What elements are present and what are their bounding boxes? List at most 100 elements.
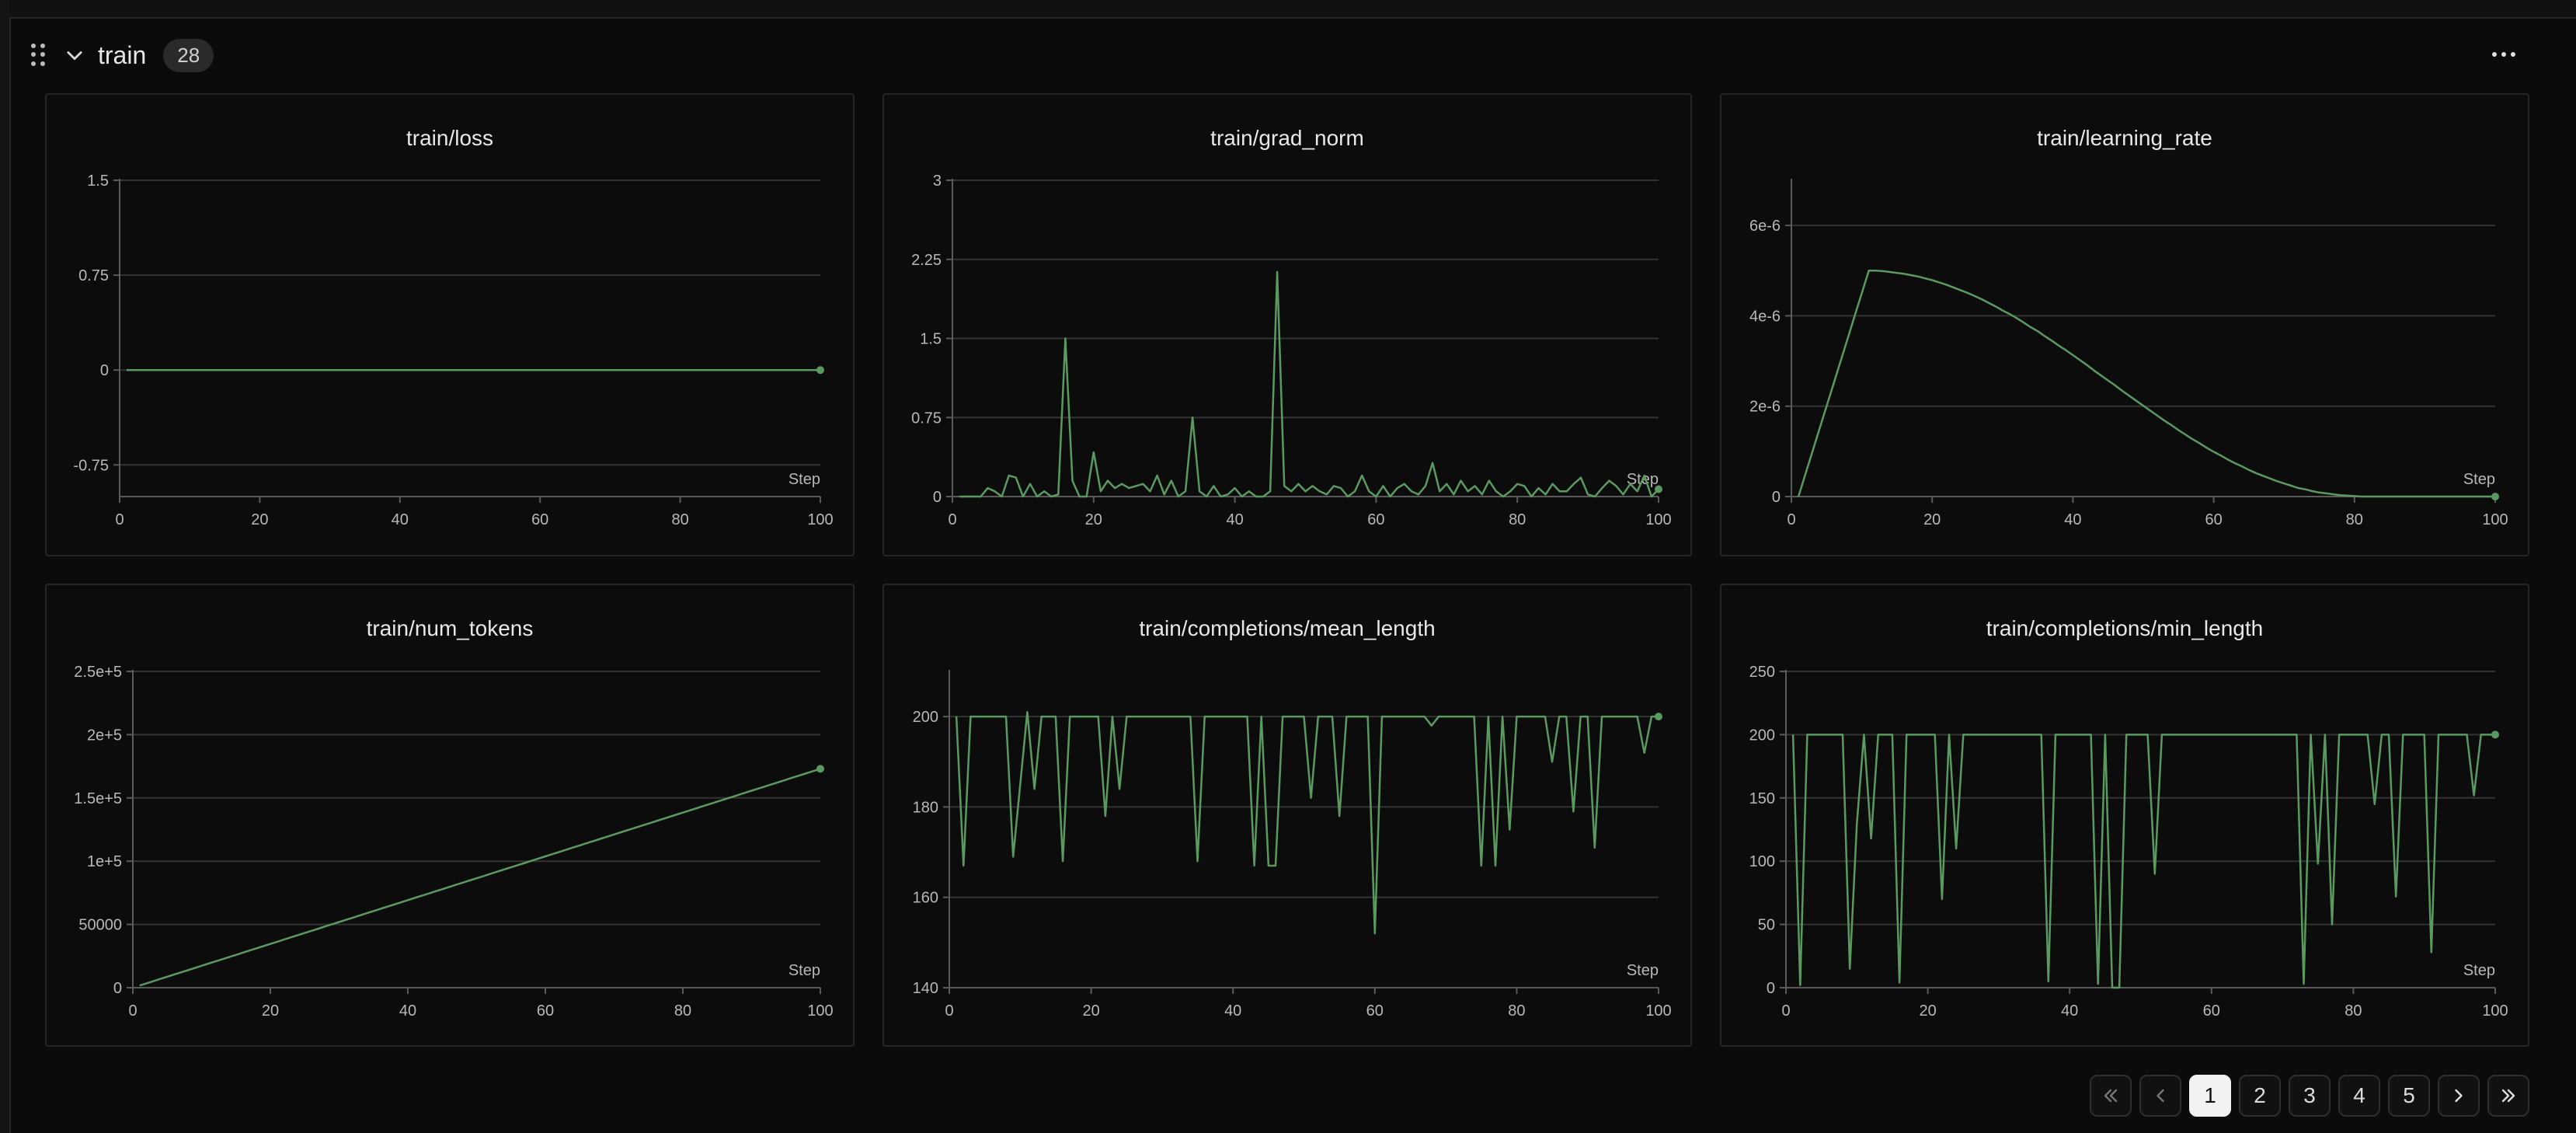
chart-title: train/loss bbox=[406, 126, 494, 150]
x-tick-label: 0 bbox=[948, 511, 956, 528]
first-page-button[interactable] bbox=[2090, 1075, 2132, 1117]
next-page-button[interactable] bbox=[2438, 1075, 2480, 1117]
x-tick-label: 100 bbox=[2482, 511, 2508, 528]
x-tick-label: 60 bbox=[537, 1002, 554, 1020]
chart-title: train/grad_norm bbox=[1210, 126, 1364, 150]
y-tick-label: 140 bbox=[913, 980, 938, 997]
x-tick-label: 80 bbox=[1508, 1002, 1525, 1020]
last-page-button[interactable] bbox=[2487, 1075, 2529, 1117]
page-button-3[interactable]: 3 bbox=[2289, 1075, 2331, 1117]
y-tick-label: 1.5 bbox=[87, 173, 109, 190]
x-tick-label: 60 bbox=[2205, 511, 2222, 528]
y-tick-label: 150 bbox=[1749, 790, 1775, 807]
y-tick-label: 2e-6 bbox=[1749, 399, 1781, 416]
last-point-marker bbox=[816, 765, 824, 773]
drag-handle-icon[interactable] bbox=[31, 44, 47, 67]
x-tick-label: 80 bbox=[671, 511, 688, 528]
x-tick-label: 0 bbox=[1787, 511, 1795, 528]
chart-title: train/num_tokens bbox=[366, 616, 534, 640]
y-tick-label: 1.5 bbox=[920, 331, 942, 348]
x-tick-label: 60 bbox=[531, 511, 548, 528]
chart-panel[interactable]: train/grad_norm 3 2.25 1.5 0.75 0 0 20 40 60 80 100… bbox=[882, 93, 1692, 556]
y-tick-label: 0 bbox=[1767, 980, 1775, 997]
prev-page-button[interactable] bbox=[2139, 1075, 2181, 1117]
x-tick-label: 0 bbox=[1781, 1002, 1790, 1020]
chart-svg: 6e-6 4e-6 2e-6 00 20 40 60 80 100 Step bbox=[1749, 179, 2508, 528]
x-tick-label: 0 bbox=[945, 1002, 953, 1020]
x-tick-label: 20 bbox=[251, 511, 268, 528]
section-header: train 28 bbox=[31, 36, 2548, 75]
chart-panel[interactable]: train/num_tokens 2.5e+5 2e+5 1.5e+5 1e+5 5000… bbox=[45, 584, 855, 1047]
y-tick-label: 3 bbox=[933, 173, 942, 190]
sidebar-edge bbox=[0, 0, 11, 1133]
chevron-right-icon bbox=[2455, 1089, 2463, 1103]
x-tick-label: 80 bbox=[674, 1002, 691, 1020]
y-tick-label: 50 bbox=[1758, 917, 1775, 934]
x-tick-label: 80 bbox=[2345, 1002, 2362, 1020]
y-tick-label: 0 bbox=[1772, 489, 1781, 506]
chart-panel[interactable]: train/loss 1.5 0.75 0 -0.75 0 20 40 60 80 100 Step bbox=[45, 93, 855, 556]
x-axis-label: Step bbox=[2463, 471, 2495, 488]
last-point-marker bbox=[1655, 485, 1662, 493]
x-tick-label: 80 bbox=[1509, 511, 1526, 528]
x-axis-label: Step bbox=[1627, 962, 1659, 979]
top-bar bbox=[9, 0, 2576, 19]
section-title: train bbox=[98, 40, 147, 69]
x-tick-label: 40 bbox=[1226, 511, 1243, 528]
chart-title: train/learning_rate bbox=[2037, 126, 2212, 150]
x-tick-label: 60 bbox=[1366, 1002, 1384, 1020]
chart-svg: 2.5e+5 2e+5 1.5e+5 1e+5 50000 00 20 40 60 80 100 St… bbox=[74, 664, 833, 1020]
x-tick-label: 20 bbox=[1085, 511, 1102, 528]
x-axis-label: Step bbox=[2463, 962, 2495, 979]
chevron-left-icon bbox=[2157, 1089, 2164, 1103]
double-chevron-left-icon bbox=[2104, 1089, 2118, 1103]
page-button-4[interactable]: 4 bbox=[2338, 1075, 2380, 1117]
y-tick-label: 0 bbox=[100, 362, 109, 379]
y-tick-label: 200 bbox=[913, 709, 938, 726]
y-tick-label: 0 bbox=[113, 980, 122, 997]
x-tick-label: 20 bbox=[1082, 1002, 1099, 1020]
series-line bbox=[1791, 734, 2495, 989]
x-tick-label: 60 bbox=[2203, 1002, 2220, 1020]
y-tick-label: -0.75 bbox=[73, 457, 109, 474]
chart-svg: 200 180 160 140 0 20 40 60 80 100 Step bbox=[913, 670, 1672, 1020]
x-tick-label: 20 bbox=[1919, 1002, 1936, 1020]
series-line bbox=[959, 270, 1659, 498]
page-button-5[interactable]: 5 bbox=[2388, 1075, 2430, 1117]
series-line bbox=[139, 768, 821, 987]
x-tick-label: 0 bbox=[128, 1002, 137, 1020]
y-tick-label: 250 bbox=[1749, 664, 1775, 681]
more-options-icon[interactable] bbox=[2492, 47, 2523, 62]
y-tick-label: 2.25 bbox=[911, 252, 942, 269]
chevron-down-icon[interactable] bbox=[64, 44, 85, 66]
y-tick-label: 2e+5 bbox=[87, 727, 122, 744]
chart-panel[interactable]: train/learning_rate 6e-6 4e-6 2e-6 0 0 20 40 60 8… bbox=[1720, 93, 2529, 556]
x-tick-label: 100 bbox=[807, 1002, 833, 1020]
x-tick-label: 20 bbox=[1923, 511, 1941, 528]
x-tick-label: 40 bbox=[392, 511, 409, 528]
x-tick-label: 40 bbox=[399, 1002, 416, 1020]
y-tick-label: 0.75 bbox=[911, 410, 942, 427]
y-tick-label: 160 bbox=[913, 890, 938, 907]
y-tick-label: 2.5e+5 bbox=[74, 664, 122, 681]
page-button-1[interactable]: 1 bbox=[2189, 1075, 2231, 1117]
chart-svg: 1.5 0.75 0 -0.75 0 20 40 60 80 100 Step bbox=[73, 173, 833, 528]
x-tick-label: 100 bbox=[2482, 1002, 2508, 1020]
y-tick-label: 100 bbox=[1749, 853, 1775, 870]
last-point-marker bbox=[2491, 493, 2499, 500]
x-tick-label: 60 bbox=[1367, 511, 1384, 528]
x-tick-label: 80 bbox=[2346, 511, 2363, 528]
x-tick-label: 100 bbox=[807, 511, 833, 528]
y-tick-label: 50000 bbox=[78, 917, 122, 934]
x-tick-label: 40 bbox=[2064, 511, 2081, 528]
x-tick-label: 20 bbox=[262, 1002, 279, 1020]
last-point-marker bbox=[2491, 730, 2499, 739]
chart-panel[interactable]: train/completions/mean_length 200 180 160 14… bbox=[882, 584, 1692, 1047]
chart-panel[interactable]: train/completions/min_length 250 200 150 100… bbox=[1720, 584, 2529, 1047]
last-point-marker bbox=[816, 366, 824, 375]
last-point-marker bbox=[1655, 713, 1662, 721]
x-axis-label: Step bbox=[788, 471, 820, 488]
page-button-2[interactable]: 2 bbox=[2239, 1075, 2281, 1117]
chart-title: train/completions/mean_length bbox=[1139, 616, 1436, 640]
